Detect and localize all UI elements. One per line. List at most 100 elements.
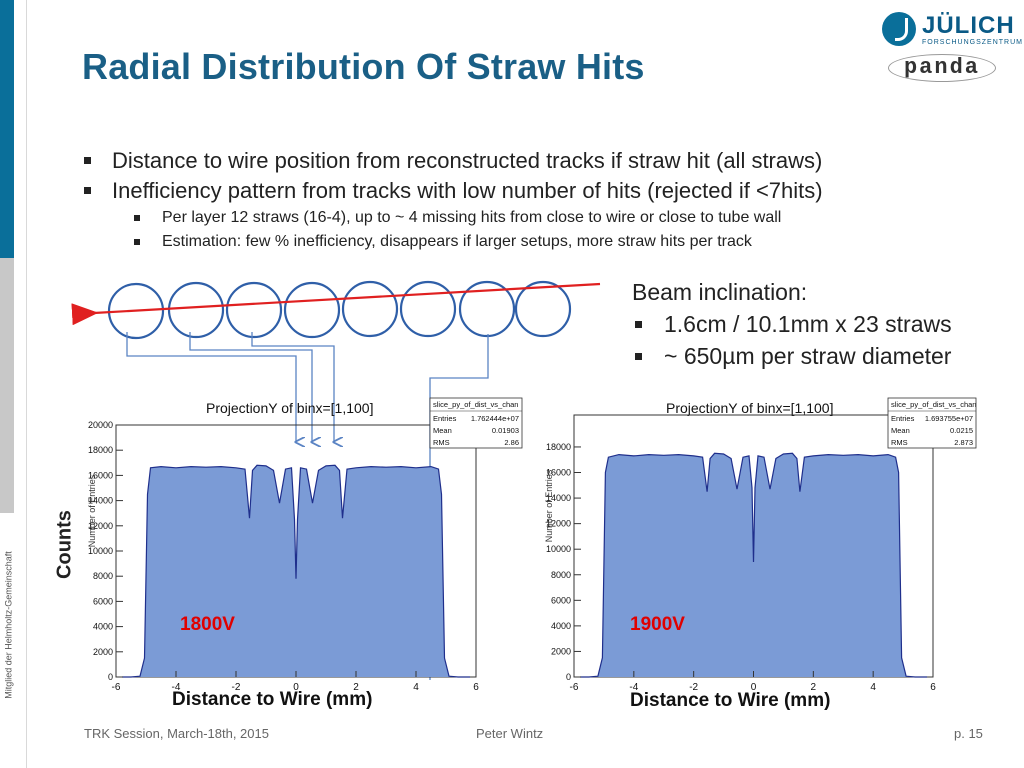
margin-line [26,0,27,768]
y-tick-label: 12000 [546,519,571,529]
histogram-area [579,453,928,677]
stats-value: 2.86 [504,438,519,447]
x-tick-label: -6 [570,682,579,690]
histogram-line [580,452,927,678]
y-tick-label: 12000 [88,521,113,531]
julich-logo-subtext: FORSCHUNGSZENTRUM [922,39,1023,46]
stats-box: slice_py_of_dist_vs_chan Entries 1.693755e… [887,397,976,449]
x-tick-label: -2 [232,682,241,690]
x-axis-label-1900v: Distance to Wire (mm) [630,690,831,711]
straw-circle [107,282,165,340]
y-tick-label: 6000 [93,596,113,606]
y-axis-counts-label: Counts [53,510,76,579]
voltage-label-1800v: 1800V [180,614,235,635]
julich-logo-icon [882,12,916,46]
voltage-label-1900v: 1900V [630,614,685,635]
sub-bullet-item: Estimation: few % inefficiency, disappea… [82,230,962,254]
y-tick-label: 8000 [551,570,571,580]
y-tick-label: 0 [108,672,113,682]
histogram-1800v-svg: ProjectionY of binx=[1,100] -6 -4 -2 0 2 4 6 0 20… [87,397,523,690]
histogram-line [122,464,470,678]
x-tick-label: 6 [930,682,936,690]
y-tick-label: 0 [566,672,571,682]
stats-value: 1.693755e+07 [925,414,973,423]
chart-title: ProjectionY of binx=[1,100] [206,400,373,416]
y-tick-label: 8000 [93,571,113,581]
y-tick-label: 14000 [546,493,571,503]
y-tick-label: 18000 [88,445,113,455]
bullet-item: Distance to wire position from reconstru… [82,146,962,176]
x-tick-label: -4 [629,682,638,690]
straw-circle [458,280,516,338]
stats-key: Entries [433,414,457,423]
y-axis-label: Number of Entries [544,469,554,542]
y-tick-label: 10000 [546,544,571,554]
stats-value: 0.01903 [492,426,519,435]
straw-circle [514,280,572,338]
footer-session: TRK Session, March-18th, 2015 [84,726,269,741]
x-tick-label: 4 [870,682,876,690]
stats-value: 1.762444e+07 [471,414,519,423]
x-tick-label: -4 [172,682,181,690]
stats-value: 0.0215 [950,426,973,435]
logos: JÜLICH FORSCHUNGSZENTRUM panda [880,8,1022,88]
bullet-item: Inefficiency pattern from tracks with lo… [82,176,962,206]
y-tick-label: 6000 [551,595,571,605]
sub-bullet-item: Per layer 12 straws (16-4), up to ~ 4 mi… [82,206,962,230]
bullet-list: Distance to wire position from reconstru… [82,146,962,254]
beam-heading: Beam inclination: [632,279,808,305]
stats-value: 2.873 [954,438,973,447]
stats-key: Mean [433,426,452,435]
x-tick-label: 6 [473,682,479,690]
y-axis-label: Number of Entries [87,474,97,547]
x-tick-label: 0 [293,682,299,690]
x-tick-label: 4 [413,682,419,690]
beam-track-line [71,282,601,326]
straw-circle [399,280,457,338]
x-tick-label: 2 [353,682,359,690]
histogram-1900v: ProjectionY of binx=[1,100] -6 -4 -2 0 2 4 6 0 20… [540,385,980,690]
stats-key: RMS [891,438,908,447]
y-tick-label: 20000 [88,420,113,430]
y-tick-label: 4000 [551,621,571,631]
x-tick-label: 2 [811,682,817,690]
stats-name: slice_py_of_dist_vs_chan [433,400,518,409]
brand-bar-top [0,0,14,258]
y-tick-label: 2000 [551,646,571,656]
stats-name: slice_py_of_dist_vs_chan [891,400,976,409]
y-tick-label: 2000 [93,647,113,657]
x-axis-label-1800v: Distance to Wire (mm) [172,689,373,710]
y-tick-label: 10000 [88,546,113,556]
x-tick-label: -6 [112,682,121,690]
stats-key: Mean [891,426,910,435]
straw-circle [283,281,341,339]
y-tick-label: 18000 [546,442,571,452]
beam-inclination-box: Beam inclination: 1.6cm / 10.1mm x 23 st… [632,276,1012,372]
straw-circle [167,281,225,339]
x-tick-label: 0 [751,682,757,690]
histogram-area [122,465,470,677]
y-tick-label: 16000 [88,470,113,480]
straw-circles [107,280,572,340]
y-tick-label: 16000 [546,468,571,478]
brand-bar-bottom [0,258,14,513]
footer-page: p. 15 [954,726,983,741]
x-tick-label: -2 [689,682,698,690]
helmholtz-membership-text: Mitglied der Helmholtz-Gemeinschaft [3,551,14,699]
beam-item: 1.6cm / 10.1mm x 23 straws [632,308,1012,340]
footer-author: Peter Wintz [476,726,544,741]
julich-logo-text: JÜLICH [922,12,1015,39]
slide-title: Radial Distribution Of Straw Hits [82,46,645,87]
histogram-1900v-svg: ProjectionY of binx=[1,100] -6 -4 -2 0 2 4 6 0 20… [544,397,976,690]
stats-box: slice_py_of_dist_vs_chan Entries 1.762444e… [429,397,523,449]
y-tick-label: 4000 [93,622,113,632]
stats-key: RMS [433,438,450,447]
stats-key: Entries [891,414,915,423]
panda-logo: panda [888,54,996,82]
histogram-1800v: ProjectionY of binx=[1,100] -6 -4 -2 0 2 4 6 0 20… [82,385,526,690]
chart-title: ProjectionY of binx=[1,100] [666,400,833,416]
beam-item: ~ 650µm per straw diameter [632,340,1012,372]
straw-circle [341,280,399,338]
y-tick-label: 14000 [88,496,113,506]
straw-circle [225,281,283,339]
